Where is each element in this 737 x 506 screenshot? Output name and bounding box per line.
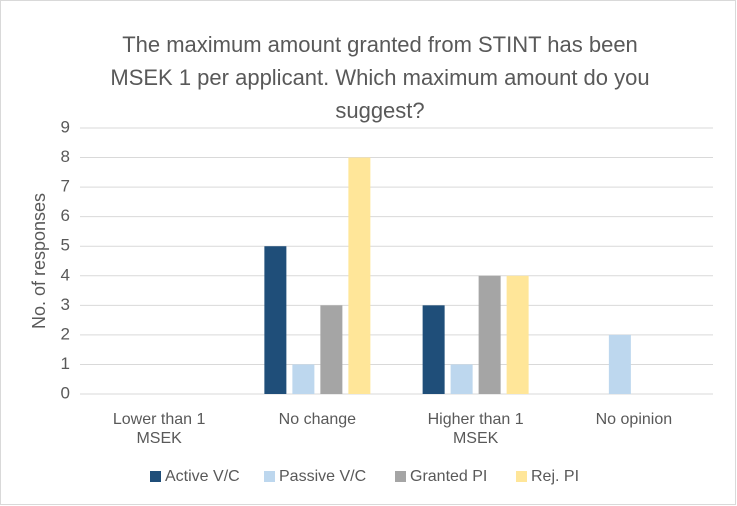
y-tick-label: 0 (61, 383, 70, 402)
legend-swatch (516, 471, 527, 482)
y-tick-label: 6 (61, 206, 70, 225)
y-tick-label: 8 (61, 147, 70, 166)
y-tick-label: 9 (61, 117, 70, 136)
bar (422, 305, 445, 394)
chart-title: The maximum amount granted from STINT ha… (110, 32, 650, 123)
y-tick-label: 3 (61, 295, 70, 314)
legend-swatch (150, 471, 161, 482)
x-tick-label: No opinion (595, 411, 673, 428)
legend-swatch (395, 471, 406, 482)
x-tick-label: Lower than 1 MSEK (112, 411, 206, 448)
y-tick-label: 7 (61, 177, 70, 196)
y-tick-label: 2 (61, 324, 70, 343)
bar (320, 305, 343, 394)
bar (608, 334, 631, 394)
legend-label: Rej. PI (531, 468, 579, 485)
legend-label: Active V/C (165, 468, 240, 485)
x-tick-label: Higher than 1 MSEK (427, 411, 524, 448)
legend-swatch (264, 471, 275, 482)
y-tick-label: 5 (61, 236, 70, 255)
bar (292, 364, 315, 394)
bar (450, 364, 473, 394)
legend-label: Passive V/C (279, 468, 366, 485)
y-tick-label: 1 (61, 354, 70, 373)
x-tick-label: No change (278, 411, 357, 428)
bar (478, 275, 501, 394)
legend-label: Granted PI (410, 468, 487, 485)
bar (506, 275, 529, 394)
y-tick-label: 4 (61, 265, 70, 284)
y-axis-label: No. of responses (29, 193, 49, 329)
bar (348, 157, 371, 394)
bar (264, 246, 287, 394)
